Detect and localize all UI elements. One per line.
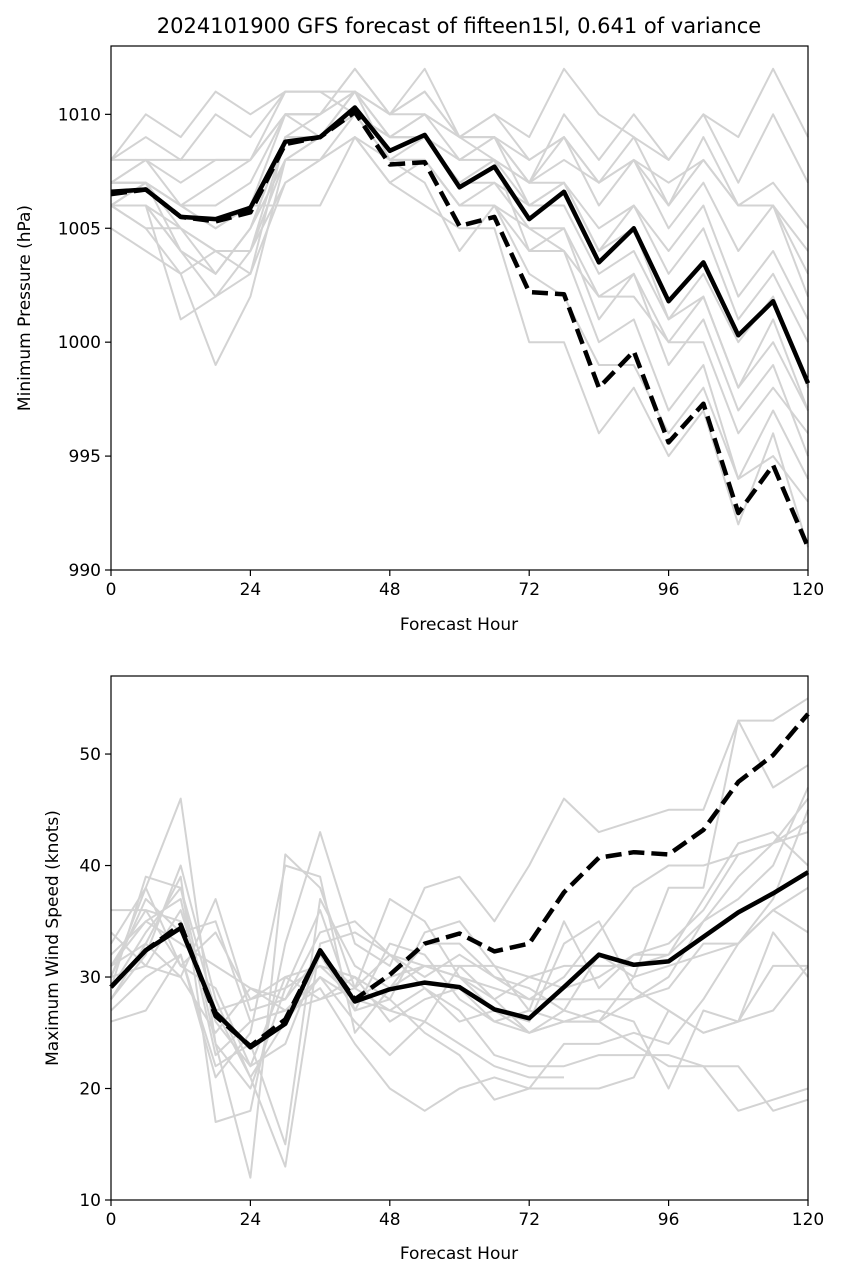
wind-y-tick-label: 30 xyxy=(79,968,101,988)
wind-lines xyxy=(109,697,810,1179)
wind-ensemble-line-16 xyxy=(110,820,809,1012)
wind-ensemble-line-14 xyxy=(110,898,809,1112)
pressure-ensemble-line-6 xyxy=(110,136,809,548)
wind-x-tick-label: 72 xyxy=(518,1210,540,1230)
wind-dashed-line xyxy=(109,712,810,1049)
wind-ensemble-line-8 xyxy=(110,909,809,1101)
wind-ensemble-line-17 xyxy=(110,831,809,1001)
wind-panel: 0 24 48 72 96 120 10 20 30 40 50 Forecast Hour Max… xyxy=(43,675,824,1264)
pressure-x-tick-label: 96 xyxy=(658,580,680,600)
wind-ensemble-line-12 xyxy=(110,797,809,1023)
pressure-ensemble-line-16 xyxy=(111,136,809,411)
wind-plot-frame xyxy=(110,675,809,1201)
pressure-x-axis-label: Forecast Hour xyxy=(400,615,518,635)
wind-y-axis-label: Maximum Wind Speed (knots) xyxy=(43,810,63,1066)
wind-y-tick-label: 20 xyxy=(79,1080,101,1100)
pressure-ensemble-line-18 xyxy=(111,90,809,389)
wind-y-tick-label: 50 xyxy=(79,745,101,765)
chart-title: 2024101900 GFS forecast of fifteen15l, 0… xyxy=(157,14,761,38)
wind-x-tick-label: 24 xyxy=(240,1210,262,1230)
pressure-y-tick-label: 995 xyxy=(69,447,101,467)
wind-x-tick-label: 96 xyxy=(658,1210,680,1230)
wind-ensemble-line-3 xyxy=(110,697,809,1123)
pressure-dashed-line xyxy=(110,109,811,549)
pressure-y-tick-label: 1005 xyxy=(58,219,101,239)
wind-x-tick-label: 0 xyxy=(106,1210,117,1230)
wind-ticks: 0 24 48 72 96 120 10 20 30 40 50 xyxy=(79,745,824,1230)
wind-x-axis-label: Forecast Hour xyxy=(400,1244,518,1264)
pressure-solid-line xyxy=(110,105,811,385)
pressure-ticks: 0 24 48 72 96 120 990 995 1000 1005 1010 xyxy=(58,105,824,600)
pressure-x-tick-label: 120 xyxy=(792,580,824,600)
pressure-ensemble-line-17 xyxy=(111,90,321,161)
wind-y-tick-label: 40 xyxy=(79,857,101,877)
wind-ensemble-line-7 xyxy=(110,898,809,1112)
wind-ensemble-line-15 xyxy=(110,886,809,1034)
pressure-y-tick-label: 990 xyxy=(69,561,101,581)
pressure-x-tick-label: 0 xyxy=(106,580,117,600)
wind-solid-line xyxy=(109,870,810,1050)
wind-x-tick-label: 48 xyxy=(379,1210,401,1230)
pressure-ensemble-line-7 xyxy=(111,113,809,503)
pressure-x-tick-label: 24 xyxy=(240,580,262,600)
pressure-y-tick-label: 1010 xyxy=(58,105,101,125)
pressure-x-tick-label: 72 xyxy=(518,580,540,600)
pressure-y-tick-label: 1000 xyxy=(58,333,101,353)
wind-y-tick-label: 10 xyxy=(79,1191,101,1211)
pressure-y-axis-label: Minimum Pressure (hPa) xyxy=(15,205,35,411)
pressure-lines xyxy=(110,67,811,549)
pressure-plot-frame xyxy=(110,45,809,571)
pressure-x-tick-label: 48 xyxy=(379,580,401,600)
wind-x-tick-label: 120 xyxy=(792,1210,824,1230)
pressure-ensemble-line-14 xyxy=(111,113,809,207)
pressure-panel: 2024101900 GFS forecast of fifteen15l, 0… xyxy=(15,14,824,635)
